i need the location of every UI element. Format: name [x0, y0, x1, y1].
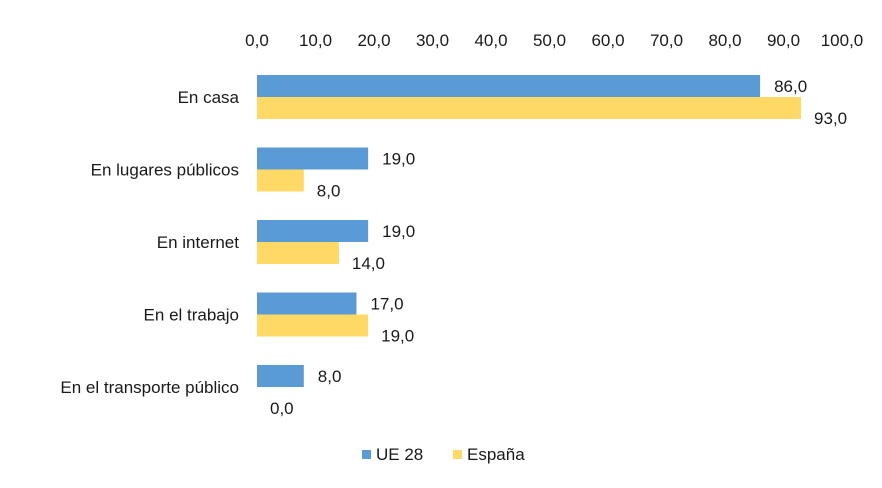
- x-tick-label: 100,0: [821, 31, 864, 50]
- data-label: 86,0: [774, 77, 807, 96]
- x-tick-label: 0,0: [245, 31, 269, 50]
- category-label: En internet: [157, 233, 239, 252]
- category-label: En casa: [178, 88, 240, 107]
- x-tick-label: 60,0: [591, 31, 624, 50]
- data-labels: 86,0 93,0 19,0 8,0 19,0 14,0 17,0 19,0 8,0 0,0: [270, 77, 847, 418]
- x-tick-label: 90,0: [767, 31, 800, 50]
- x-tick-label: 10,0: [299, 31, 332, 50]
- legend-label: UE 28: [376, 445, 423, 464]
- data-label: 93,0: [814, 109, 847, 128]
- bar: [257, 220, 369, 242]
- legend-swatch: [453, 450, 462, 459]
- bar: [257, 169, 304, 192]
- category-label: En el transporte público: [60, 378, 239, 397]
- bar: [257, 242, 339, 264]
- data-label: 19,0: [381, 327, 414, 346]
- legend-label: España: [467, 445, 525, 464]
- bar: [257, 97, 802, 119]
- x-tick-label: 50,0: [533, 31, 566, 50]
- x-tick-label: 30,0: [416, 31, 449, 50]
- bar: [257, 292, 357, 315]
- legend-swatch: [362, 450, 371, 459]
- data-label: 8,0: [317, 182, 341, 201]
- data-label: 8,0: [318, 367, 342, 386]
- bar: [257, 147, 369, 170]
- category-labels: En casa En lugares públicos En internet En …: [60, 88, 239, 397]
- data-label: 19,0: [382, 150, 415, 169]
- bar: [257, 365, 304, 387]
- data-label: 19,0: [382, 222, 415, 241]
- data-label: 0,0: [270, 399, 294, 418]
- category-label: En lugares públicos: [91, 161, 239, 180]
- category-label: En el trabajo: [144, 306, 239, 325]
- data-label: 17,0: [370, 295, 403, 314]
- legend: UE 28 España: [362, 445, 525, 464]
- bar: [257, 314, 369, 337]
- data-label: 14,0: [352, 254, 385, 273]
- bars: [257, 75, 802, 387]
- bar: [257, 75, 761, 97]
- x-tick-label: 20,0: [357, 31, 390, 50]
- x-tick-label: 80,0: [708, 31, 741, 50]
- x-axis-ticks: 0,0 10,0 20,0 30,0 40,0 50,0 60,0 70,0 80,0 90,0 1…: [245, 31, 863, 50]
- x-tick-label: 70,0: [650, 31, 683, 50]
- x-tick-label: 40,0: [474, 31, 507, 50]
